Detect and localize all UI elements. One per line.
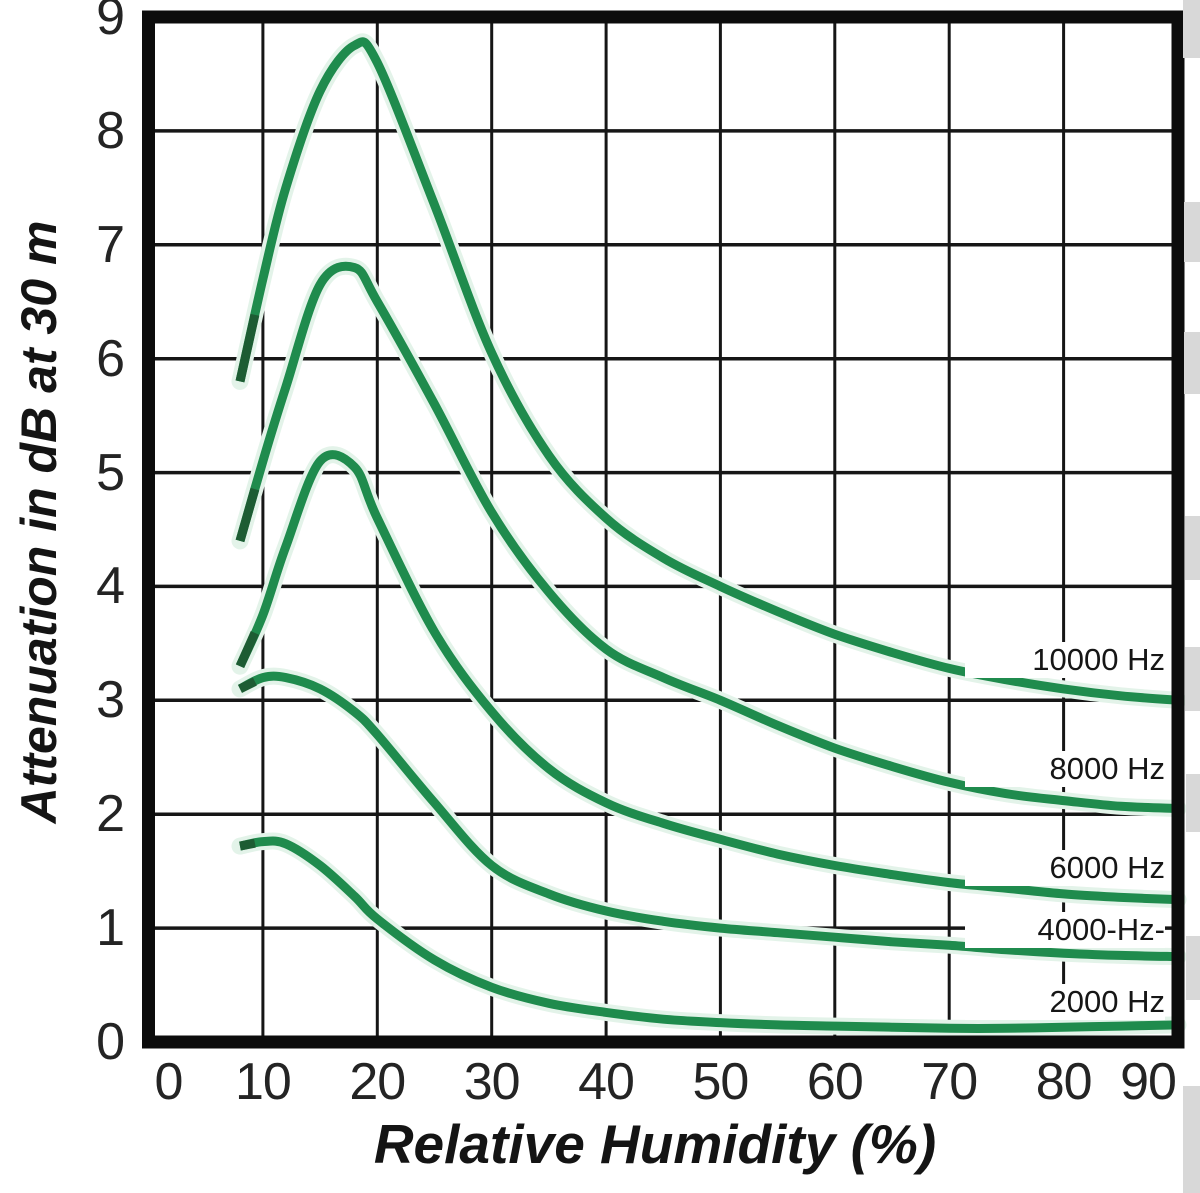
x-axis-title: Relative Humidity (%) [373,1113,937,1175]
scan-artifact [1185,647,1200,711]
scan-artifact [1186,774,1200,832]
y-tick-label-2: 2 [96,785,125,844]
y-tick-label-1: 1 [96,899,125,958]
curve-start-6000hz [235,631,260,669]
x-tick-label-10: 10 [234,1053,292,1111]
curve-start-4000hz [237,677,257,693]
y-tick-label-0: 0 [96,1013,125,1071]
scan-artifact [1184,332,1200,394]
curve-label-8000hz: 8000 Hz [965,750,1165,787]
curve-label-2000hz: 2000 Hz [965,984,1165,1021]
x-tick-label-60: 60 [806,1053,864,1111]
curve-10000hz [235,37,1179,705]
curve-4000hz [237,671,1179,962]
scan-artifact [1183,0,1200,58]
scan-artifact [1184,202,1200,262]
curve-6000hz [235,450,1179,905]
curve-label-10000hz: 10000 Hz [965,642,1165,679]
curve-start-10000hz [235,313,260,383]
y-tick-label-9: 9 [96,0,125,46]
scan-artifact [1183,1086,1200,1193]
x-tick-label-20: 20 [349,1053,406,1111]
y-tick-label-3: 3 [96,671,125,730]
curve-2000hz [239,836,1179,1033]
x-tick-label-40: 40 [578,1053,635,1111]
x-tick-label-70: 70 [921,1053,978,1111]
curve-label-4000hz: 4000-Hz- [965,912,1165,949]
y-tick-label-8: 8 [96,101,125,160]
x-tick-label-90: 90 [1120,1053,1177,1111]
y-tick-label-6: 6 [96,329,125,388]
curve-start-8000hz [235,487,260,543]
x-tick-label-0: 0 [154,1053,184,1111]
y-tick-label-4: 4 [96,557,125,616]
curve-start-2000hz [239,838,256,851]
curve-8000hz [235,261,1179,813]
x-tick-label-50: 50 [692,1053,750,1111]
plot-border [142,10,1185,1049]
curve-label-6000hz: 6000 Hz [965,849,1165,886]
y-tick-label-7: 7 [96,215,125,274]
curve-halo-10000hz [231,33,1187,709]
scan-artifact [1185,516,1200,580]
x-tick-label-80: 80 [1035,1053,1093,1111]
x-tick-label-30: 30 [463,1053,521,1111]
y-tick-label-5: 5 [96,443,125,502]
scan-artifact [1186,936,1200,1000]
